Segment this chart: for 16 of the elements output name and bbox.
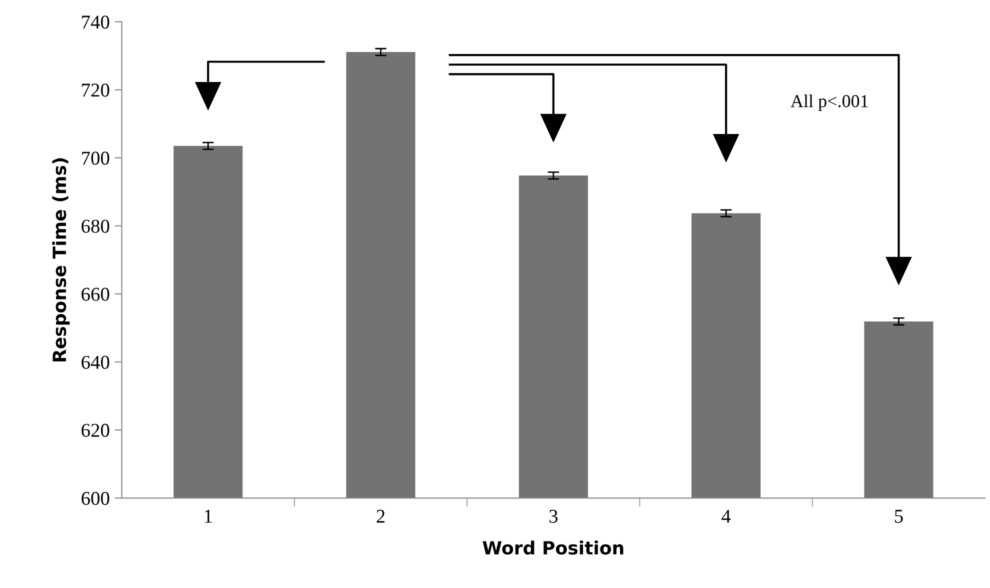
y-tick-label: 620 (82, 424, 110, 437)
y-tick-label: 680 (82, 220, 110, 233)
x-tick-label: 3 (549, 510, 558, 523)
y-tick-label: 740 (82, 16, 110, 29)
y-tick-label: 720 (82, 84, 110, 97)
x-tick-label: 5 (894, 510, 903, 523)
x-tick-label: 2 (376, 510, 385, 523)
y-tick-label: 660 (82, 288, 110, 301)
y-tick-label: 640 (82, 356, 110, 369)
x-tick-label: 4 (722, 510, 731, 523)
y-axis-title: Response Time (ms) (52, 158, 70, 362)
x-axis-title: Word Position (482, 540, 624, 555)
y-tick-label: 600 (82, 492, 110, 505)
x-tick-label: 1 (204, 510, 212, 523)
y-tick-label: 700 (82, 152, 110, 165)
annotation: All p<.001 (790, 94, 868, 111)
